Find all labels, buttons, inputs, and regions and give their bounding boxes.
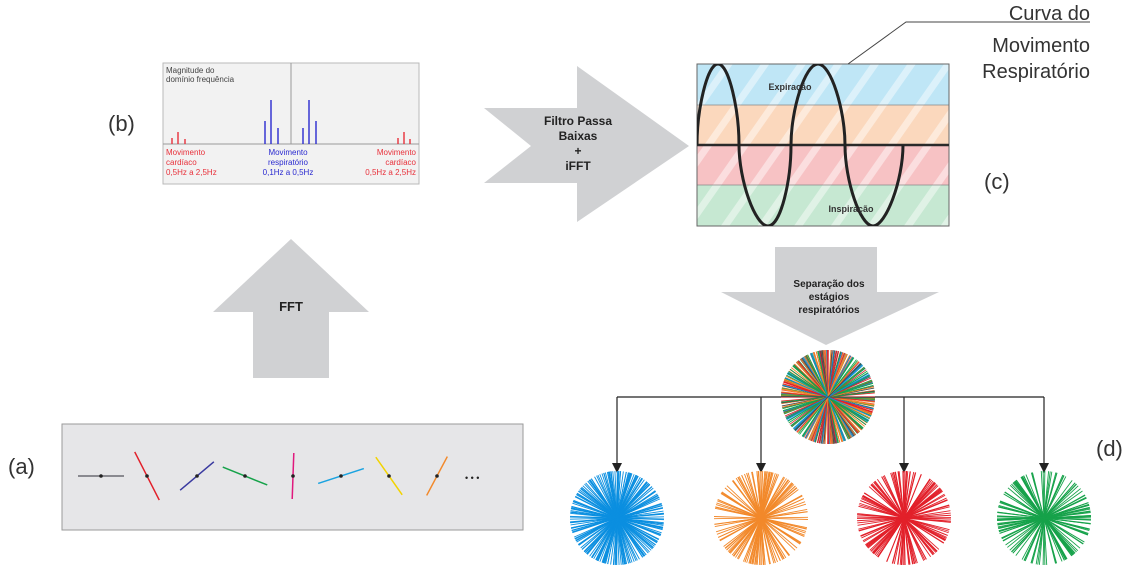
band-label-inspiration: Inspiração <box>828 204 874 214</box>
spokes-group <box>78 451 448 501</box>
respiratory-label-2: respiratório <box>268 158 309 167</box>
curve-title-line1: Curva do <box>1009 3 1090 25</box>
radial-spoke <box>78 474 124 478</box>
radial-spokes-panel: • • • <box>61 423 524 531</box>
cardiac-label-left-2: cardíaco <box>166 158 197 167</box>
radial-spoke <box>317 467 365 485</box>
trajectory-disc-all-stages <box>780 349 876 445</box>
trajectory-disc-stage-4 <box>996 470 1092 566</box>
trajectory-disc-stage-3 <box>856 470 952 566</box>
filter-arrow: Filtro Passa Baixas + iFFT <box>484 66 689 222</box>
spectrum-panel: Magnitude do domínio frequência Moviment… <box>162 62 420 185</box>
cardiac-label-right-3: 0,5Hz a 2,5Hz <box>365 168 416 177</box>
separation-arrow-line1: Separação dos <box>793 279 865 290</box>
filter-arrow-line1: Filtro Passa <box>544 114 612 128</box>
cardiac-label-left-1: Movimento <box>166 148 206 157</box>
curve-title-leader <box>847 21 1090 65</box>
fft-arrow-label: FFT <box>279 299 303 314</box>
separation-arrow-line3: respiratórios <box>798 305 860 316</box>
curve-title-line3: Respiratório <box>982 61 1090 83</box>
fft-arrow: FFT <box>213 239 369 378</box>
trajectory-disc-stage-2 <box>713 470 809 566</box>
respiratory-curve-panel: Expiração Inspiração Curva do Movimento … <box>696 3 1090 227</box>
band-label-expiration: Expiração <box>768 82 812 92</box>
respiratory-label-1: Movimento <box>268 148 308 157</box>
filter-arrow-line2: Baixas <box>559 129 598 143</box>
trajectory-disc-stage-1 <box>570 470 664 566</box>
spectrum-bars <box>171 100 411 144</box>
curve-title-line2: Movimento <box>992 35 1090 57</box>
cardiac-label-right-2: cardíaco <box>385 158 416 167</box>
separation-arrow: Separação dos estágios respiratórios <box>721 247 939 345</box>
radial-spoke <box>291 452 295 500</box>
panel-label-c: (c) <box>984 169 1010 194</box>
cardiac-label-right-1: Movimento <box>377 148 417 157</box>
radial-spoke <box>179 461 215 491</box>
panel-label-d: (d) <box>1096 436 1123 461</box>
spectrum-ylabel-line1: Magnitude do <box>166 66 215 75</box>
ellipsis: • • • <box>465 473 479 483</box>
respiratory-label-3: 0,1Hz a 0,5Hz <box>263 168 314 177</box>
radial-spoke <box>426 456 448 496</box>
cardiac-label-left-3: 0,5Hz a 2,5Hz <box>166 168 217 177</box>
spectrum-ylabel-line2: domínio frequência <box>166 75 235 84</box>
panel-label-b: (b) <box>108 111 135 136</box>
filter-arrow-line4: iFFT <box>565 159 591 173</box>
radial-spoke <box>222 466 268 486</box>
respiratory-curve <box>697 64 905 226</box>
radial-spoke <box>375 456 403 496</box>
radial-spoke <box>134 451 160 501</box>
filter-arrow-line3: + <box>574 144 581 158</box>
panel-label-a: (a) <box>8 454 35 479</box>
separation-arrow-line2: estágios <box>809 292 850 303</box>
